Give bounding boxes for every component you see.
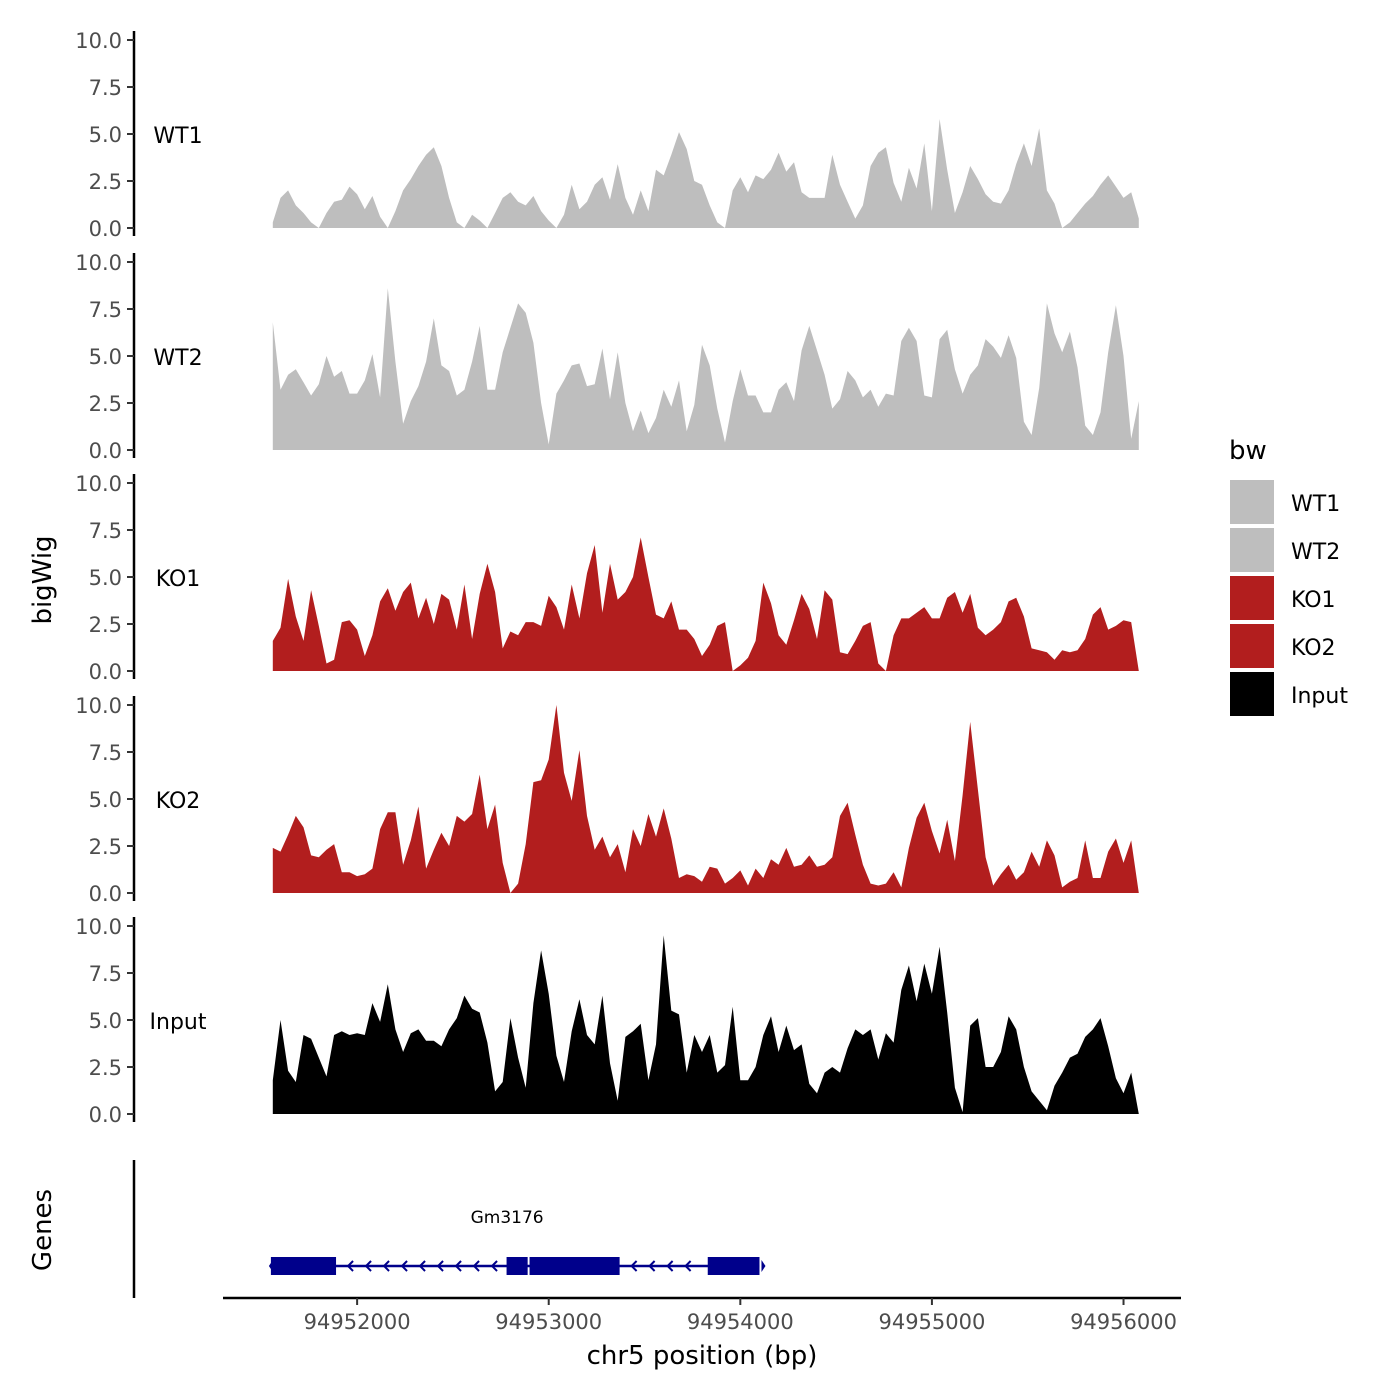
legend-key-ko1: [1230, 576, 1274, 620]
area-wt2: [272, 288, 1139, 450]
legend-label-ko2: KO2: [1291, 636, 1336, 661]
strand-arrow: [454, 1260, 462, 1272]
x-tick-label: 94956000: [1070, 1310, 1177, 1334]
x-tick-label: 94954000: [687, 1310, 794, 1334]
y-tick-label: 10.0: [75, 694, 122, 718]
strand-arrow: [648, 1260, 656, 1272]
y-tick-label: 0.0: [89, 439, 122, 463]
y-tick-label: 5.0: [89, 1009, 122, 1033]
y-tick-label: 0.0: [89, 660, 122, 684]
facet-label-input: Input: [150, 1010, 207, 1035]
y-tick-label: 10.0: [75, 472, 122, 496]
y-tick-label: 2.5: [89, 392, 122, 416]
x-axis: 94952000 94953000 94954000 94955000 94956000: [223, 1296, 1181, 1334]
facet-label-wt2: WT2: [153, 346, 202, 371]
facet-label-ko1: KO1: [156, 567, 201, 592]
strand-arrow: [418, 1260, 426, 1272]
strand-arrow: [364, 1260, 372, 1272]
legend-key-input: [1230, 672, 1274, 716]
y-tick-label: 7.5: [89, 962, 122, 986]
track-input: 0.0 2.5 5.0 7.5 10.0 Input: [75, 915, 1139, 1127]
gene-exon: [707, 1257, 760, 1275]
gene-exon: [506, 1257, 528, 1275]
y-tick-label: 10.0: [75, 915, 122, 939]
coverage-tracks: 0.02.55.07.510.0WT10.02.55.07.510.0WT20.…: [75, 29, 1139, 1127]
area-ko1: [272, 537, 1139, 671]
facet-label-wt1: WT1: [153, 124, 202, 149]
legend-key-wt2: [1230, 528, 1274, 572]
y-tick-label: 2.5: [89, 170, 122, 194]
y-tick-label: 2.5: [89, 835, 122, 859]
strand-arrow: [400, 1260, 408, 1272]
y-tick-label: 5.0: [89, 345, 122, 369]
strand-arrow: [630, 1260, 638, 1272]
y-axis-title: bigWig: [28, 535, 58, 624]
y-tick-label: 0.0: [89, 217, 122, 241]
track-ko2: 0.0 2.5 5.0 7.5 10.0 KO2: [75, 694, 1139, 906]
x-tick-label: 94952000: [304, 1310, 411, 1334]
y-tick-label: 7.5: [89, 519, 122, 543]
y-tick-label: 10.0: [75, 29, 122, 53]
x-tick-label: 94953000: [495, 1310, 602, 1334]
strand-arrow: [472, 1260, 480, 1272]
area-ko2: [272, 705, 1139, 893]
area-input: [272, 935, 1139, 1114]
facet-label-ko2: KO2: [156, 789, 201, 814]
gene-track: Gm3176: [132, 1160, 766, 1298]
gene-end-cap: [761, 1260, 766, 1272]
y-tick-label: 7.5: [89, 298, 122, 322]
legend-key-ko2: [1230, 624, 1274, 668]
strand-arrow: [346, 1260, 354, 1272]
track-wt2: 0.0 2.5 5.0 7.5 10.0 WT2: [75, 251, 1139, 463]
legend-label-wt2: WT2: [1291, 540, 1340, 565]
y-tick-label: 5.0: [89, 123, 122, 147]
strand-arrow: [436, 1260, 444, 1272]
track-wt1: 0.0 2.5 5.0 7.5 10.0 WT1: [75, 29, 1139, 241]
strand-arrow: [490, 1260, 498, 1272]
y-tick-label: 2.5: [89, 1056, 122, 1080]
gene-exon: [270, 1257, 337, 1275]
y-tick-label: 5.0: [89, 788, 122, 812]
track-ko1: 0.0 2.5 5.0 7.5 10.0 KO1: [75, 472, 1139, 684]
strand-arrow: [684, 1260, 692, 1272]
x-tick-label: 94955000: [878, 1310, 985, 1334]
strand-arrow: [666, 1260, 674, 1272]
y-tick-label: 2.5: [89, 613, 122, 637]
strand-arrow: [382, 1260, 390, 1272]
genes-axis-title: Genes: [28, 1189, 58, 1271]
y-tick-label: 0.0: [89, 882, 122, 906]
y-tick-label: 0.0: [89, 1103, 122, 1127]
y-tick-label: 7.5: [89, 741, 122, 765]
gene-exon: [529, 1257, 620, 1275]
legend: bw WT1 WT2 KO1 KO2 Input: [1229, 436, 1348, 716]
legend-label-wt1: WT1: [1291, 492, 1340, 517]
y-tick-label: 5.0: [89, 566, 122, 590]
legend-title: bw: [1229, 436, 1267, 466]
y-tick-label: 10.0: [75, 251, 122, 275]
area-wt1: [272, 119, 1139, 228]
legend-label-ko1: KO1: [1291, 588, 1336, 613]
y-tick-label: 7.5: [89, 76, 122, 100]
gene-label: Gm3176: [471, 1208, 544, 1228]
legend-key-wt1: [1230, 480, 1274, 524]
legend-label-input: Input: [1291, 684, 1348, 709]
x-axis-title: chr5 position (bp): [587, 1341, 818, 1371]
gene-start-cap: [268, 1260, 273, 1272]
